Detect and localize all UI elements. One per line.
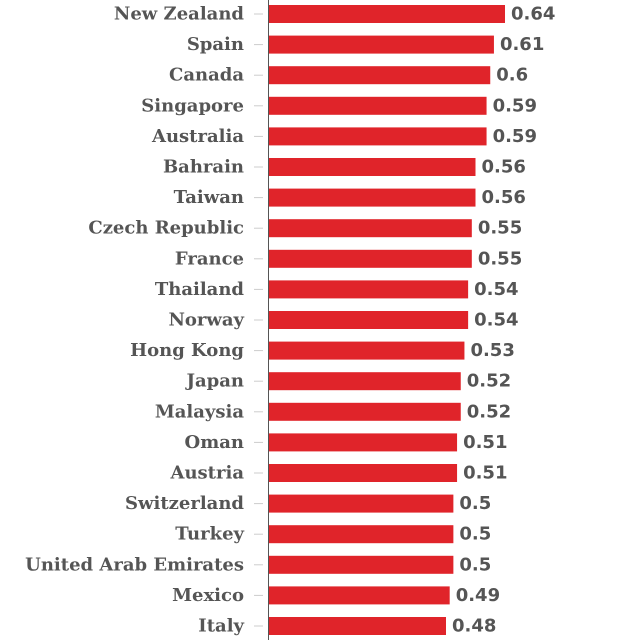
category-label: Singapore [141, 95, 244, 116]
value-label: 0.55 [478, 218, 522, 239]
category-label: Italy [198, 616, 244, 637]
bar [269, 127, 487, 146]
category-label: Spain [187, 34, 244, 55]
value-label: 0.59 [493, 95, 537, 116]
bar [269, 617, 446, 635]
bar [269, 341, 465, 360]
category-label: Turkey [175, 524, 244, 545]
bar [269, 372, 461, 391]
category-label: Malaysia [155, 401, 245, 422]
value-label: 0.52 [467, 371, 511, 392]
bar [269, 433, 458, 452]
category-label: Switzerland [125, 493, 244, 514]
bar [269, 311, 469, 329]
bar [269, 280, 469, 299]
value-labels: 0.64 0.61 0.6 0.59 0.59 0.56 0.56 0.55 0.55 0.54 0… [452, 4, 555, 637]
value-label: 0.48 [452, 616, 496, 637]
category-label: New Zealand [114, 4, 245, 25]
value-label: 0.5 [459, 554, 491, 575]
value-label: 0.6 [496, 65, 528, 86]
value-label: 0.59 [493, 126, 537, 147]
bar [269, 188, 476, 207]
bar [269, 586, 450, 605]
value-label: 0.49 [456, 585, 500, 606]
category-label: Austria [170, 463, 245, 484]
value-label: 0.51 [463, 432, 507, 453]
category-labels: New Zealand Spain Canada Singapore Australia… [25, 4, 244, 637]
value-label: 0.53 [470, 340, 514, 361]
value-label: 0.5 [459, 493, 491, 514]
value-label: 0.61 [500, 34, 544, 55]
bar [269, 96, 487, 115]
bar [269, 555, 454, 574]
bar [269, 464, 458, 482]
category-label: France [175, 248, 244, 269]
bars [269, 5, 505, 635]
value-label: 0.56 [482, 187, 526, 208]
category-label: Oman [185, 432, 244, 453]
value-label: 0.51 [463, 463, 507, 484]
axis-ticks [254, 13, 263, 627]
value-label: 0.5 [459, 524, 491, 545]
bar [269, 5, 505, 23]
value-label: 0.54 [474, 310, 518, 331]
bar [269, 158, 476, 176]
value-label: 0.55 [478, 248, 522, 269]
bar [269, 249, 472, 268]
category-label: Norway [168, 310, 244, 331]
category-label: Australia [151, 126, 244, 147]
category-label: United Arab Emirates [25, 554, 244, 575]
bar [269, 219, 472, 238]
category-label: Bahrain [163, 157, 244, 178]
category-label: Czech Republic [88, 218, 244, 239]
bar [269, 494, 454, 513]
category-label: Hong Kong [130, 340, 244, 361]
bar [269, 66, 491, 85]
category-label: Taiwan [174, 187, 244, 208]
category-label: Canada [169, 65, 244, 86]
bar [269, 402, 461, 421]
category-label: Japan [184, 371, 244, 392]
category-label: Thailand [155, 279, 245, 300]
value-label: 0.64 [511, 4, 555, 25]
value-label: 0.54 [474, 279, 518, 300]
bar [269, 35, 494, 54]
value-label: 0.56 [482, 157, 526, 178]
category-label: Mexico [172, 585, 244, 606]
value-label: 0.52 [467, 401, 511, 422]
bar [269, 525, 454, 544]
